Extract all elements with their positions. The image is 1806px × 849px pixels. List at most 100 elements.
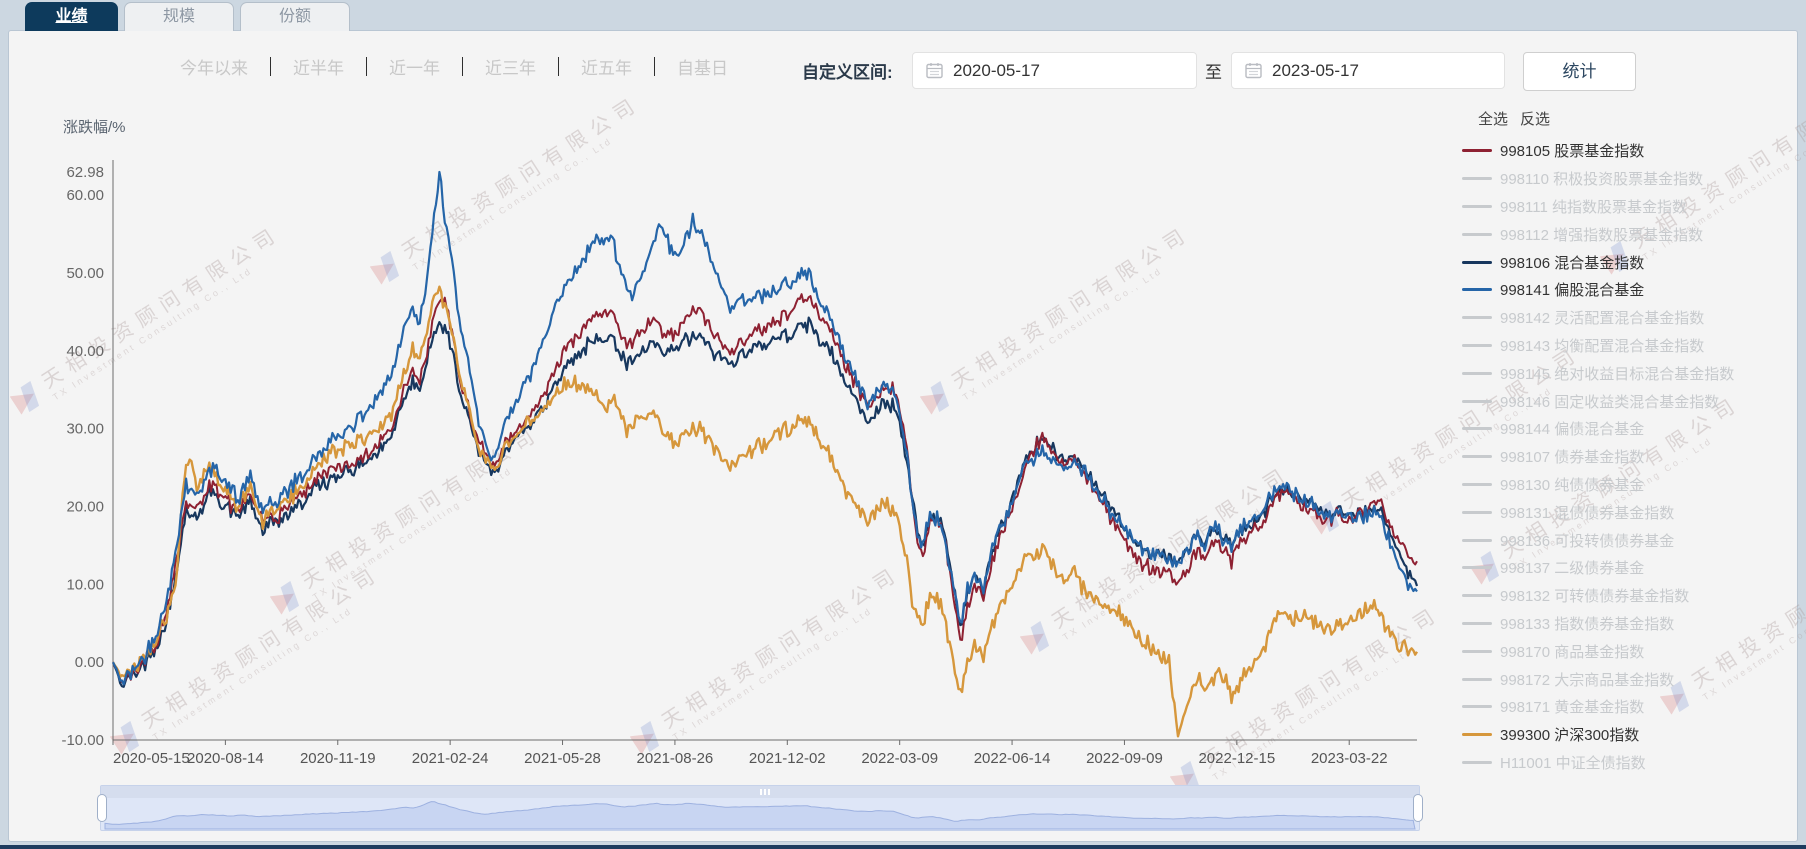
legend-item-998132[interactable]: 998132 可转债债券基金指数 bbox=[1462, 582, 1798, 610]
range-divider bbox=[366, 57, 367, 76]
legend-label: 998136 可投转债债券基金 bbox=[1500, 532, 1675, 550]
custom-range-label: 自定义区间: bbox=[802, 63, 893, 82]
legend-label: 998133 指数债券基金指数 bbox=[1500, 615, 1675, 633]
legend-marker bbox=[1462, 482, 1492, 486]
legend-marker bbox=[1462, 705, 1492, 709]
legend-item-998112[interactable]: 998112 增强指数股票基金指数 bbox=[1462, 220, 1798, 248]
legend-label: 998107 债券基金指数 bbox=[1500, 449, 1645, 467]
range-item-3[interactable]: 近三年 bbox=[485, 59, 536, 78]
legend-label: 998172 大宗商品基金指数 bbox=[1500, 671, 1675, 689]
legend-marker bbox=[1462, 260, 1492, 264]
legend-marker bbox=[1462, 760, 1492, 764]
legend-item-998144[interactable]: 998144 偏债混合基金 bbox=[1462, 415, 1798, 443]
legend-item-998130[interactable]: 998130 纯债债券基金 bbox=[1462, 471, 1798, 499]
navigator-grip-icon[interactable] bbox=[760, 789, 762, 795]
legend-item-998171[interactable]: 998171 黄金基金指数 bbox=[1462, 693, 1798, 721]
legend-item-998143[interactable]: 998143 均衡配置混合基金指数 bbox=[1462, 332, 1798, 360]
legend-item-998133[interactable]: 998133 指数债券基金指数 bbox=[1462, 610, 1798, 638]
legend-marker bbox=[1462, 343, 1492, 347]
range-item-1[interactable]: 近半年 bbox=[293, 59, 344, 78]
navigator-left-handle[interactable] bbox=[97, 794, 107, 822]
legend-item-998141[interactable]: 998141 偏股混合基金 bbox=[1462, 276, 1798, 304]
legend-panel: 全选 反选 998105 股票基金指数 998110 积极投资股票基金指数 9981… bbox=[1462, 108, 1798, 776]
end-date-value: 2023-05-17 bbox=[1272, 60, 1359, 80]
legend-label: 998170 商品基金指数 bbox=[1500, 643, 1645, 661]
legend-label: 998106 混合基金指数 bbox=[1500, 254, 1645, 272]
legend-item-H11001[interactable]: H11001 中证全债指数 bbox=[1462, 749, 1798, 777]
legend-marker bbox=[1462, 204, 1492, 208]
legend-marker bbox=[1462, 621, 1492, 625]
legend-item-998131[interactable]: 998131 混债债券基金指数 bbox=[1462, 498, 1798, 526]
date-range-navigator[interactable] bbox=[97, 785, 1423, 831]
range-divider bbox=[558, 57, 559, 76]
legend-item-998110[interactable]: 998110 积极投资股票基金指数 bbox=[1462, 165, 1798, 193]
legend-label: 998137 二级债券基金 bbox=[1500, 560, 1645, 578]
legend-marker bbox=[1462, 149, 1492, 153]
legend-label: 998142 灵活配置混合基金指数 bbox=[1500, 310, 1705, 328]
legend-item-399300[interactable]: 399300 沪深300指数 bbox=[1462, 721, 1798, 749]
legend-marker bbox=[1462, 455, 1492, 459]
legend-label: 998110 积极投资股票基金指数 bbox=[1500, 171, 1704, 189]
range-divider bbox=[654, 57, 655, 76]
start-date-input[interactable]: 2020-05-17 bbox=[912, 52, 1197, 89]
start-date-value: 2020-05-17 bbox=[953, 60, 1040, 80]
window-bottom-edge bbox=[0, 845, 1806, 849]
legend-item-998170[interactable]: 998170 商品基金指数 bbox=[1462, 637, 1798, 665]
legend-label: 998105 股票基金指数 bbox=[1500, 143, 1645, 161]
legend-item-998107[interactable]: 998107 债券基金指数 bbox=[1462, 443, 1798, 471]
legend-label: 998144 偏债混合基金 bbox=[1500, 421, 1645, 439]
legend-label: 998141 偏股混合基金 bbox=[1500, 282, 1645, 300]
legend-marker bbox=[1462, 371, 1492, 375]
legend-label: 998145 绝对收益目标混合基金指数 bbox=[1500, 365, 1735, 383]
tabbar: 业绩 规模 份额 bbox=[25, 2, 350, 31]
legend-label: 998130 纯债债券基金 bbox=[1500, 476, 1645, 494]
calendar-icon bbox=[926, 62, 943, 79]
legend-label: 998146 固定收益类混合基金指数 bbox=[1500, 393, 1720, 411]
legend-item-998111[interactable]: 998111 纯指数股票基金指数 bbox=[1462, 193, 1798, 221]
legend-item-998136[interactable]: 998136 可投转债债券基金 bbox=[1462, 526, 1798, 554]
range-item-0[interactable]: 今年以来 bbox=[180, 59, 248, 78]
legend-item-998172[interactable]: 998172 大宗商品基金指数 bbox=[1462, 665, 1798, 693]
range-divider bbox=[270, 57, 271, 76]
legend-item-998142[interactable]: 998142 灵活配置混合基金指数 bbox=[1462, 304, 1798, 332]
time-range-selector: 今年以来 近半年 近一年 近三年 近五年 自基日 bbox=[180, 54, 728, 79]
range-item-5[interactable]: 自基日 bbox=[677, 59, 728, 78]
legend-marker bbox=[1462, 594, 1492, 598]
legend-marker bbox=[1462, 427, 1492, 431]
legend-label: 998112 增强指数股票基金指数 bbox=[1500, 226, 1704, 244]
end-date-input[interactable]: 2023-05-17 bbox=[1231, 52, 1505, 89]
legend-marker bbox=[1462, 566, 1492, 570]
range-item-4[interactable]: 近五年 bbox=[581, 59, 632, 78]
legend-marker bbox=[1462, 232, 1492, 236]
legend-item-998145[interactable]: 998145 绝对收益目标混合基金指数 bbox=[1462, 359, 1798, 387]
legend-item-998137[interactable]: 998137 二级债券基金 bbox=[1462, 554, 1798, 582]
legend-marker bbox=[1462, 399, 1492, 403]
navigator-minichart bbox=[104, 801, 1416, 830]
legend-item-998106[interactable]: 998106 混合基金指数 bbox=[1462, 248, 1798, 276]
range-item-2[interactable]: 近一年 bbox=[389, 59, 440, 78]
invert-selection-link[interactable]: 反选 bbox=[1520, 111, 1551, 128]
tab-scale[interactable]: 规模 bbox=[124, 2, 234, 31]
legend-label: 998143 均衡配置混合基金指数 bbox=[1500, 337, 1705, 355]
legend-label: H11001 中证全债指数 bbox=[1500, 754, 1646, 772]
legend-header: 全选 反选 bbox=[1478, 108, 1798, 129]
legend-label: 399300 沪深300指数 bbox=[1500, 727, 1640, 745]
legend-marker bbox=[1462, 316, 1492, 320]
legend-marker bbox=[1462, 733, 1492, 737]
calendar-icon bbox=[1245, 62, 1262, 79]
legend-marker bbox=[1462, 677, 1492, 681]
legend-label: 998111 纯指数股票基金指数 bbox=[1500, 198, 1687, 216]
legend-item-998105[interactable]: 998105 股票基金指数 bbox=[1462, 137, 1798, 165]
navigator-track[interactable] bbox=[101, 786, 1419, 798]
select-all-link[interactable]: 全选 bbox=[1478, 111, 1509, 128]
tab-performance[interactable]: 业绩 bbox=[25, 2, 118, 31]
navigator-right-handle[interactable] bbox=[1413, 794, 1423, 822]
legend-marker bbox=[1462, 538, 1492, 542]
legend-marker bbox=[1462, 288, 1492, 292]
tab-share[interactable]: 份额 bbox=[240, 2, 350, 31]
to-label: 至 bbox=[1205, 63, 1222, 82]
legend-marker bbox=[1462, 177, 1492, 181]
stats-button[interactable]: 统计 bbox=[1523, 52, 1636, 91]
legend-item-998146[interactable]: 998146 固定收益类混合基金指数 bbox=[1462, 387, 1798, 415]
legend-label: 998131 混债债券基金指数 bbox=[1500, 504, 1675, 522]
